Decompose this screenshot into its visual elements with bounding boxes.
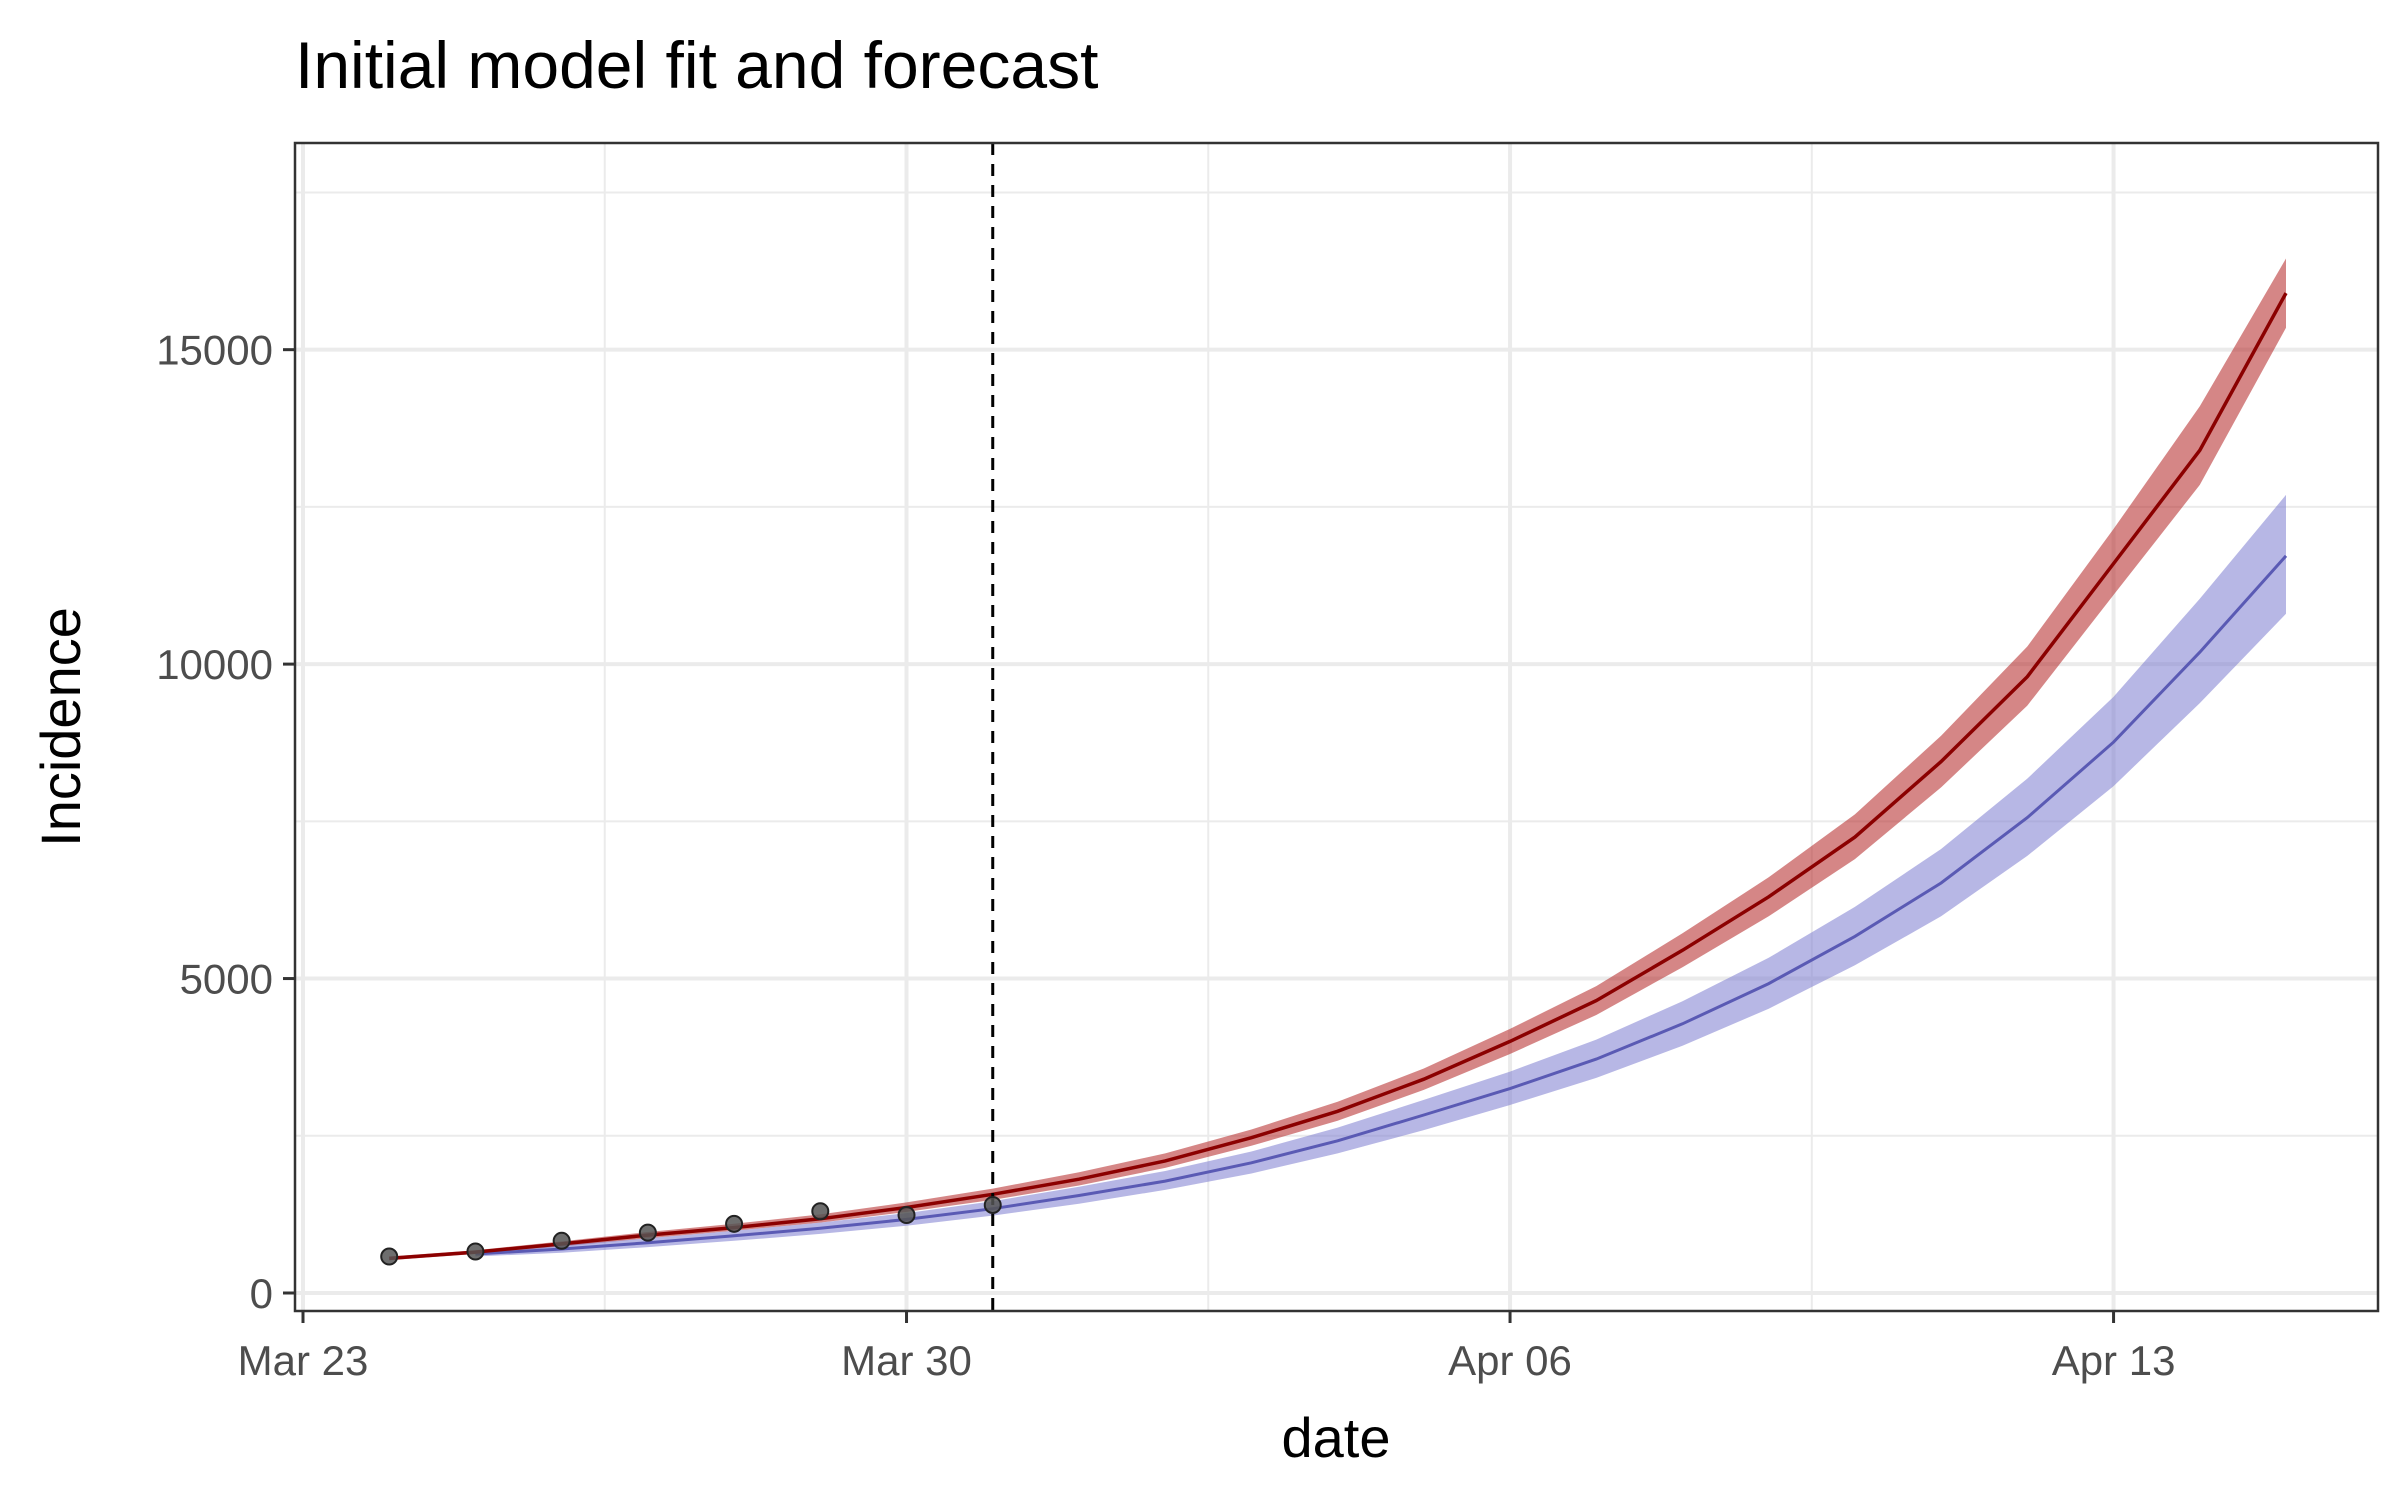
plot-panel-border <box>293 141 2380 1313</box>
y-tick-label: 5000 <box>180 956 273 1003</box>
y-axis-title: Incidence <box>29 607 92 847</box>
series-2-band <box>475 494 2286 1257</box>
y-tick-label: 15000 <box>156 327 273 374</box>
series-1-line <box>389 292 2288 1261</box>
observed-point <box>811 1202 830 1221</box>
observed-point <box>725 1214 744 1233</box>
series-2-line <box>475 554 2288 1256</box>
observed-point <box>380 1247 399 1266</box>
x-tick-label: Mar 23 <box>238 1337 369 1384</box>
y-axis-ticks: 0 5000 10000 15000 <box>156 327 295 1317</box>
observed-point <box>466 1242 485 1261</box>
observed-point <box>897 1206 916 1225</box>
y-tick-label: 10000 <box>156 641 273 688</box>
series-lines <box>389 292 2288 1261</box>
x-tick-label: Mar 30 <box>841 1337 972 1384</box>
x-tick-label: Apr 13 <box>2052 1337 2176 1384</box>
x-tick-label: Apr 06 <box>1448 1337 1572 1384</box>
observed-point <box>638 1223 657 1242</box>
y-tick-label: 0 <box>250 1270 273 1317</box>
x-axis-ticks: Mar 23 Mar 30 Apr 06 Apr 13 <box>238 1311 2176 1384</box>
observed-point <box>983 1195 1002 1214</box>
observed-point <box>552 1231 571 1250</box>
chart-title: Initial model fit and forecast <box>295 28 1098 102</box>
observed-points <box>380 1195 1002 1266</box>
grid-lines <box>295 143 2378 1311</box>
confidence-bands <box>389 258 2287 1261</box>
x-axis-title: date <box>1282 1406 1391 1469</box>
